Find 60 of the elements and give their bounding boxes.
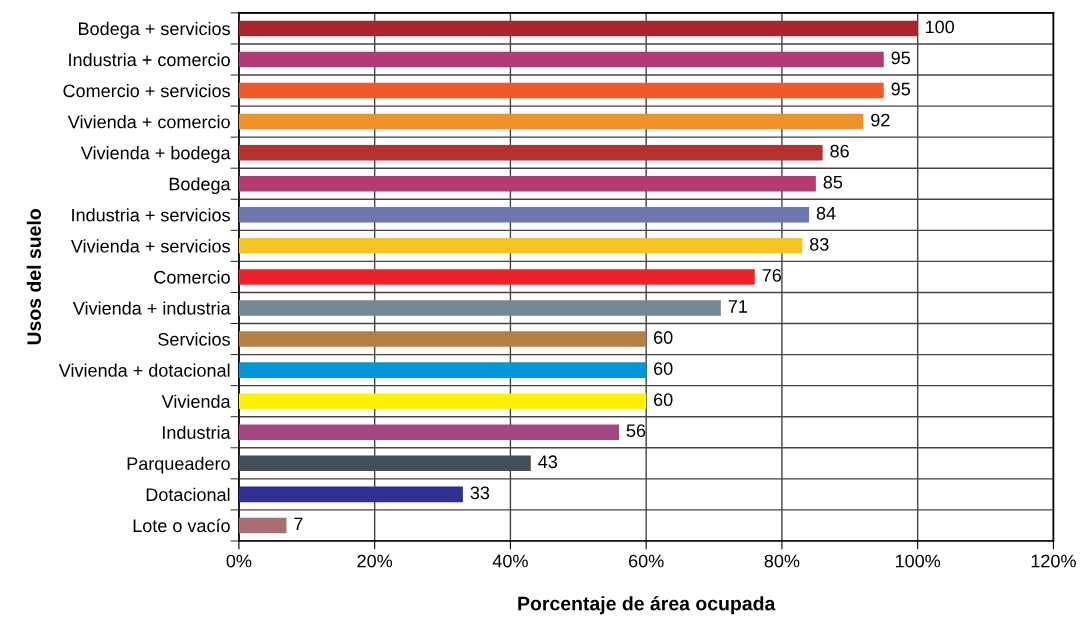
bar: [238, 393, 647, 409]
data-label: 95: [891, 82, 910, 96]
x-axis-title: Porcentaje de área ocupada: [518, 595, 776, 615]
bar: [238, 238, 803, 254]
bar: [238, 486, 463, 503]
y-tick-label: Bodega: [169, 177, 231, 195]
bar: [238, 82, 884, 99]
bar: [238, 517, 287, 534]
data-label: 95: [891, 51, 910, 65]
bar: [238, 144, 823, 161]
bar: [238, 20, 918, 37]
data-label: 33: [470, 486, 490, 500]
x-tick-label: 40%: [492, 554, 528, 568]
y-tick-label: Industria + comercio: [69, 52, 230, 67]
bar: [238, 113, 864, 130]
bar: [238, 362, 647, 378]
data-label: 71: [728, 300, 747, 313]
data-label: 60: [654, 331, 673, 344]
x-tick-label: 0%: [226, 554, 252, 568]
y-tick-label: Industria + servicios: [72, 208, 230, 222]
data-label: 56: [626, 424, 646, 438]
data-label: 85: [823, 175, 843, 189]
bar: [238, 300, 721, 316]
y-tick-label: Comercio + servicios: [63, 84, 230, 98]
x-tick-label: 120%: [1031, 554, 1076, 568]
data-label: 76: [762, 268, 781, 282]
bar: [238, 51, 884, 68]
data-label: 86: [830, 144, 849, 158]
data-label: 83: [810, 237, 829, 251]
y-axis-title: Usos del suelo: [26, 209, 42, 345]
y-tick-label: Lote o vacío: [133, 518, 230, 533]
x-tick-label: 100%: [895, 554, 941, 568]
y-tick-label: Dotacional: [146, 487, 230, 502]
y-tick-label: Industria: [163, 425, 231, 439]
bar: [238, 269, 755, 285]
y-tick-label: Parqueadero: [127, 456, 230, 474]
y-tick-label: Vivienda + dotacional: [58, 363, 230, 377]
data-label: 100: [925, 20, 955, 34]
y-tick-label: Vivienda + servicios: [70, 239, 230, 253]
bar: [238, 331, 647, 347]
data-label: 43: [538, 455, 558, 469]
data-label: 84: [816, 206, 836, 220]
y-tick-label: Vivienda + bodega: [80, 146, 231, 163]
bar: [238, 455, 531, 472]
x-tick-label: 20%: [357, 554, 393, 568]
data-label: 60: [654, 362, 673, 375]
y-tick-label: Servicios: [158, 332, 230, 346]
data-label: 60: [654, 393, 673, 407]
bar: [238, 175, 816, 192]
y-tick-label: Bodega + servicios: [79, 21, 230, 39]
y-tick-label: Vivienda: [161, 394, 231, 408]
bar: [238, 424, 620, 440]
x-tick-label: 60%: [629, 554, 664, 568]
data-label: 92: [871, 113, 890, 127]
y-tick-label: Vivienda + industria: [72, 301, 231, 315]
bar: [238, 207, 810, 223]
y-tick-label: Comercio: [154, 270, 230, 284]
x-tick-label: 80%: [764, 554, 800, 568]
y-tick-label: Vivienda + comercio: [67, 115, 230, 129]
data-label: 7: [294, 517, 303, 531]
